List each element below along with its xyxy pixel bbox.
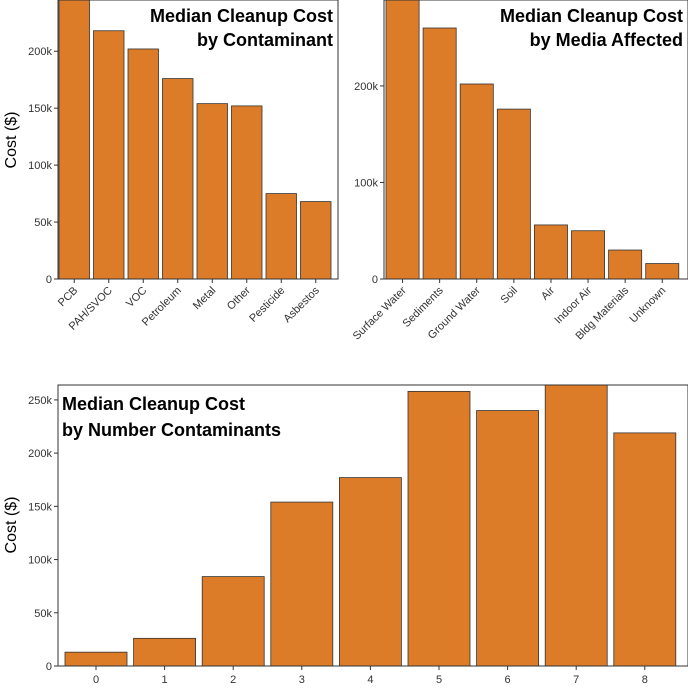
panel-border	[57, 384, 688, 667]
x-tick-label: Soil	[499, 285, 520, 306]
y-tick-label: 0	[46, 274, 52, 286]
x-tick-label: Unknown	[627, 285, 668, 326]
y-tick-label: 250k	[28, 395, 52, 407]
bar-unknown	[645, 263, 680, 280]
y-tick-label: 0	[372, 274, 378, 286]
bar-metal	[196, 103, 228, 280]
x-tick-label: VOC	[124, 285, 149, 310]
chart-title-line-1: Median Cleanup Cost	[500, 6, 683, 26]
y-axis-title: Cost ($)	[3, 112, 20, 169]
x-tick-label: Pesticide	[247, 285, 287, 325]
bar-petroleum	[162, 78, 194, 280]
bar-voc	[127, 48, 159, 280]
x-tick-label: 4	[367, 674, 373, 686]
y-tick-label: 100k	[28, 160, 52, 172]
chart-panel-3: 0 50k 100k 150k 200k 250k 0 1 2 3 4 5 6 7 8 Cost ($) Med…	[3, 384, 688, 686]
bar-8	[613, 432, 677, 667]
chart-title-line-2: by Number Contaminants	[62, 420, 281, 440]
bar-indoor-air	[571, 230, 605, 280]
bar-2	[201, 576, 265, 667]
chart-title-line-2: by Media Affected	[530, 30, 683, 50]
chart-title-line-1: Median Cleanup Cost	[150, 6, 333, 26]
bar-1	[133, 637, 197, 667]
x-tick-label: Air	[539, 284, 557, 302]
panel-border	[57, 0, 339, 280]
chart-title-line-2: by Contaminant	[197, 30, 333, 50]
bar-pcb	[58, 0, 90, 280]
bar-7	[544, 384, 608, 667]
y-tick-label: 150k	[28, 501, 52, 513]
x-tick-label: 7	[573, 674, 579, 686]
bar-surface-water	[385, 0, 420, 280]
bar-air	[534, 224, 568, 280]
bar-pah-svoc	[93, 30, 125, 280]
chart-title-line-1: Median Cleanup Cost	[62, 394, 245, 414]
panel-border	[383, 0, 688, 280]
bar-other	[231, 105, 263, 280]
x-tick-label: 0	[93, 674, 99, 686]
bar-0	[64, 651, 128, 667]
x-tick-label: 2	[230, 674, 236, 686]
x-tick-label: 5	[436, 674, 442, 686]
bar-soil	[496, 108, 531, 280]
bar-6	[476, 410, 540, 667]
x-tick-label: 8	[642, 674, 648, 686]
y-tick-label: 50k	[34, 608, 52, 620]
y-tick-label: 200k	[28, 448, 52, 460]
y-tick-label: 0	[46, 661, 52, 673]
y-tick-label: 100k	[354, 177, 378, 189]
y-tick-label: 100k	[28, 555, 52, 567]
y-tick-label: 200k	[28, 46, 52, 58]
bar-4	[338, 477, 402, 667]
x-tick-label: Surface Water	[351, 284, 409, 342]
x-tick-label: 6	[505, 674, 511, 686]
bar-3	[270, 501, 334, 667]
y-axis-title: Cost ($)	[3, 497, 20, 554]
bar-bldg-materials	[608, 249, 643, 280]
bar-asbestos	[300, 201, 332, 280]
x-tick-label: 3	[299, 674, 305, 686]
x-tick-label: 1	[162, 674, 168, 686]
y-tick-label: 200k	[354, 81, 378, 93]
y-tick-label: 150k	[28, 103, 52, 115]
bar-5	[407, 390, 471, 667]
y-tick-label: 50k	[34, 217, 52, 229]
x-tick-label: Asbestos	[281, 284, 322, 325]
bar-pesticide	[265, 193, 297, 280]
bar-ground-water	[459, 83, 494, 280]
x-tick-label: PCB	[56, 285, 80, 309]
bar-sediments	[422, 27, 457, 280]
x-tick-label: Other	[225, 284, 253, 312]
x-tick-label: Metal	[191, 285, 219, 313]
